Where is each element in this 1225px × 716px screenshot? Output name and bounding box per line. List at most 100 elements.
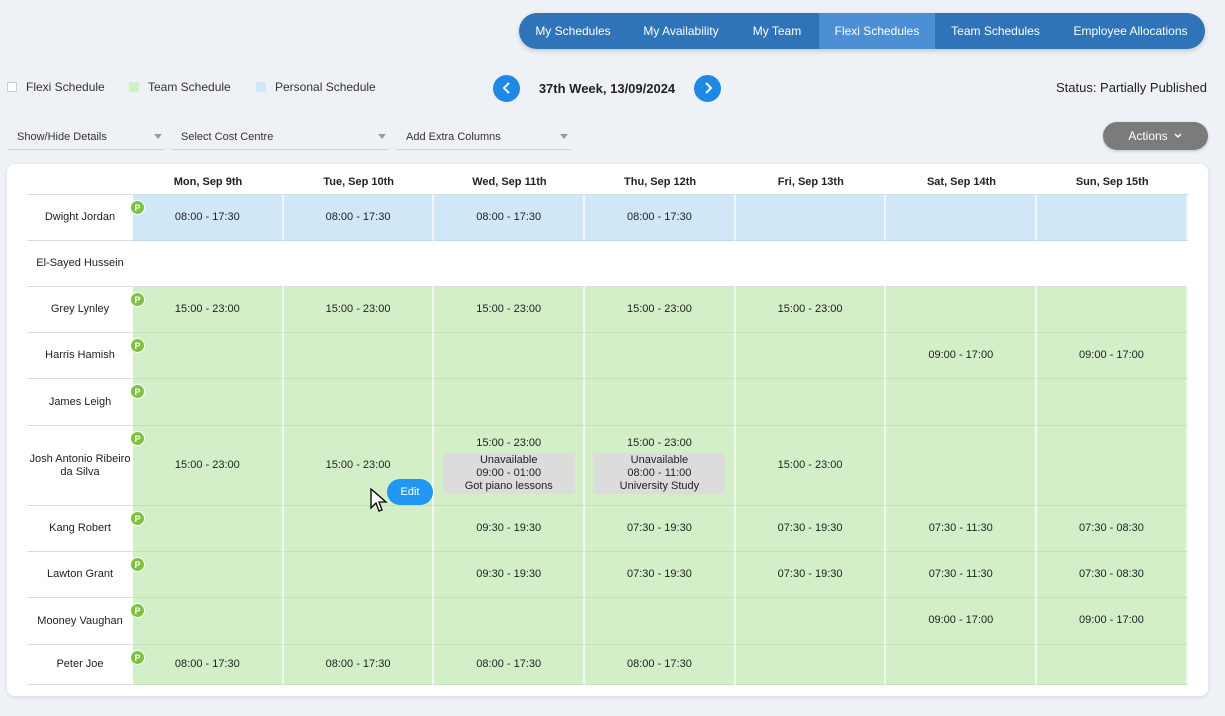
schedule-cell[interactable] [886,379,1038,426]
schedule-cell[interactable]: 07:30 - 08:30 [1037,506,1188,552]
schedule-cell[interactable]: 08:00 - 17:30 [283,195,435,241]
tab-my-availability[interactable]: My Availability [643,24,719,38]
schedule-cell[interactable]: 15:00 - 23:00 [434,287,586,333]
schedule-cell[interactable]: 08:00 - 17:30 [133,195,284,241]
caret-down-icon [154,134,162,139]
schedule-cell[interactable] [886,195,1038,241]
schedule-cell[interactable] [1037,241,1188,287]
schedule-cell[interactable] [434,333,586,379]
schedule-cell[interactable]: 15:00 - 23:00 [133,287,284,333]
schedule-cell[interactable]: 09:00 - 17:00 [886,598,1038,645]
employee-name[interactable]: James Leigh [27,379,133,426]
employee-name[interactable]: Grey Lynley [27,287,133,333]
schedule-cell[interactable] [133,598,284,645]
schedule-cell[interactable]: 15:00 - 23:00 [585,287,736,333]
shift-time: 15:00 - 23:00 [476,302,542,315]
employee-name[interactable]: Josh Antonio Ribeiro da Silva [27,426,133,506]
schedule-cell[interactable] [133,506,284,552]
schedule-cell[interactable]: 09:00 - 17:00 [886,333,1038,379]
schedule-cell[interactable] [735,645,887,685]
schedule-cell[interactable] [585,379,736,426]
actions-button[interactable]: Actions [1103,122,1208,150]
day-header: Wed, Sep 11th [472,176,547,188]
schedule-cell[interactable]: 09:00 - 17:00 [1037,598,1188,645]
employee-name[interactable]: Peter Joe [27,645,133,685]
employee-name[interactable]: El-Sayed Hussein [27,241,133,287]
schedule-cell[interactable] [886,645,1038,685]
schedule-cell[interactable] [283,333,435,379]
schedule-cell[interactable]: 07:30 - 19:30 [585,552,736,598]
employee-name[interactable]: Dwight Jordan [27,195,133,241]
schedule-cell[interactable]: 15:00 - 23:00 Unavailable 09:00 - 01:00 Got… [434,426,586,506]
schedule-cell[interactable] [283,598,435,645]
schedule-cell[interactable] [886,287,1038,333]
employee-name[interactable]: Harris Hamish [27,333,133,379]
next-week-button[interactable] [694,74,721,102]
schedule-cell[interactable]: 07:30 - 08:30 [1037,552,1188,598]
schedule-cell[interactable]: 08:00 - 17:30 [283,645,435,685]
schedule-cell[interactable] [735,598,887,645]
schedule-cell[interactable] [283,379,435,426]
schedule-cell[interactable] [1037,195,1188,241]
employee-name[interactable]: Kang Robert [27,506,133,552]
employee-name[interactable]: Lawton Grant [27,552,133,598]
schedule-cell[interactable]: 07:30 - 19:30 [735,506,887,552]
schedule-cell[interactable]: 07:30 - 19:30 [585,506,736,552]
schedule-cell[interactable]: 15:00 - 23:00 [133,426,284,506]
schedule-cell[interactable] [1037,426,1188,506]
schedule-grid: Mon, Sep 9th Tue, Sep 10th Wed, Sep 11th Th… [7,164,1208,696]
tab-team-schedules[interactable]: Team Schedules [951,24,1040,38]
schedule-cell[interactable] [886,241,1038,287]
schedule-cell[interactable] [886,426,1038,506]
schedule-cell[interactable]: 08:00 - 17:30 [434,195,586,241]
schedule-cell[interactable]: 09:30 - 19:30 [434,552,586,598]
schedule-cell[interactable] [735,195,887,241]
schedule-cell[interactable] [283,552,435,598]
unavailability-block[interactable]: Unavailable 08:00 - 11:00 University Study [593,452,726,495]
schedule-cell[interactable]: 09:30 - 19:30 [434,506,586,552]
schedule-cell[interactable]: 08:00 - 17:30 [133,645,284,685]
schedule-cell[interactable] [133,333,284,379]
schedule-cell[interactable] [735,379,887,426]
tab-flexi-schedules[interactable]: Flexi Schedules [819,13,935,49]
schedule-cell[interactable] [735,333,887,379]
schedule-cell[interactable] [585,598,736,645]
schedule-cell[interactable] [283,241,435,287]
schedule-cell[interactable]: 15:00 - 23:00 Unavailable 08:00 - 11:00 Uni… [585,426,736,506]
schedule-cell[interactable] [1037,379,1188,426]
schedule-cell[interactable]: 08:00 - 17:30 [585,645,736,685]
schedule-cell[interactable]: 15:00 - 23:00 [283,287,435,333]
schedule-cell[interactable]: 08:00 - 17:30 [585,195,736,241]
schedule-cell[interactable] [1037,287,1188,333]
schedule-cell[interactable] [133,552,284,598]
schedule-cell[interactable] [133,241,284,287]
schedule-cell[interactable] [585,333,736,379]
edit-button[interactable]: Edit [387,479,433,505]
prev-week-button[interactable] [493,74,520,102]
tab-employee-allocations[interactable]: Employee Allocations [1073,24,1188,38]
schedule-cell[interactable] [585,241,736,287]
unavailability-block[interactable]: Unavailable 09:00 - 01:00 Got piano lesson… [442,452,575,495]
cost-centre-select[interactable]: Select Cost Centre [171,124,389,150]
schedule-cell[interactable] [735,241,887,287]
employee-name[interactable]: Mooney Vaughan [27,598,133,645]
schedule-cell[interactable]: 08:00 - 17:30 [434,645,586,685]
schedule-cell[interactable] [434,379,586,426]
employee-row: Grey Lynley P 15:00 - 23:00 15:00 - 23:00 15… [27,287,1188,333]
tab-my-team[interactable]: My Team [752,24,802,38]
schedule-cell[interactable]: 15:00 - 23:00 [735,426,887,506]
schedule-cell[interactable] [434,598,586,645]
schedule-cell[interactable] [283,506,435,552]
extra-columns-select[interactable]: Add Extra Columns [396,124,571,150]
schedule-cell[interactable] [133,379,284,426]
schedule-cell[interactable] [1037,645,1188,685]
show-hide-details-select[interactable]: Show/Hide Details [7,124,165,150]
legend-flexi-label: Flexi Schedule [26,80,105,94]
schedule-cell[interactable]: 07:30 - 19:30 [735,552,887,598]
schedule-cell[interactable] [434,241,586,287]
schedule-cell[interactable]: 07:30 - 11:30 [886,506,1038,552]
schedule-cell[interactable]: 15:00 - 23:00 [735,287,887,333]
schedule-cell[interactable]: 09:00 - 17:00 [1037,333,1188,379]
schedule-cell[interactable]: 07:30 - 11:30 [886,552,1038,598]
tab-my-schedules[interactable]: My Schedules [535,24,611,38]
